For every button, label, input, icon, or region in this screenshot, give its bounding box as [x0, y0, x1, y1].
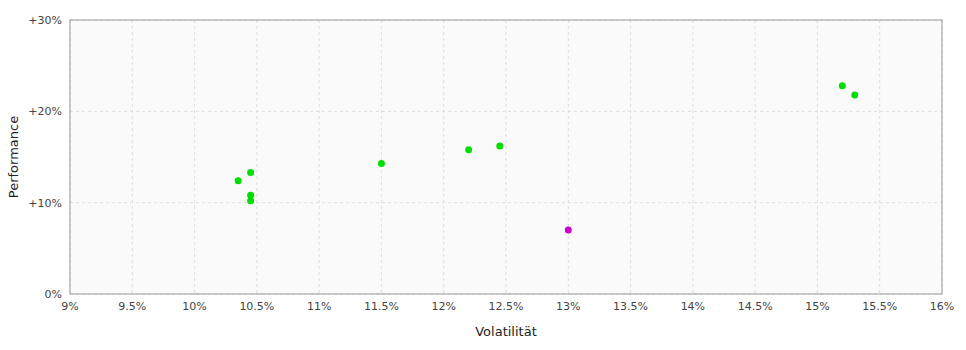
y-tick-label: +30% — [28, 14, 62, 27]
point — [465, 146, 472, 153]
x-axis-label: Volatilität — [475, 324, 537, 339]
x-grid-line — [319, 20, 320, 294]
x-grid-line — [755, 20, 756, 294]
data-marks — [235, 82, 859, 233]
y-tick-label: +20% — [28, 105, 62, 118]
point — [839, 82, 846, 89]
x-tick-label: 9.5% — [118, 300, 146, 313]
x-tick-label: 15% — [805, 300, 829, 313]
grid — [70, 20, 942, 294]
chart-svg: 9% 9.5% 10% 10.5% 11% 11.5% 12% 12.5% 13% 13.5% 14… — [0, 0, 966, 350]
y-axis-label: Performance — [6, 116, 21, 198]
y-grid-line — [70, 111, 942, 112]
series — [235, 82, 859, 204]
x-grid-line — [568, 20, 569, 294]
point — [247, 197, 254, 204]
chart-container: 9% 9.5% 10% 10.5% 11% 11.5% 12% 12.5% 13% 13.5% 14… — [0, 0, 966, 350]
y-grid-line — [70, 202, 942, 203]
point — [235, 177, 242, 184]
x-grid-line — [443, 20, 444, 294]
tick-labels: 9% 9.5% 10% 10.5% 11% 11.5% 12% 12.5% 13% 13.5% 14… — [28, 14, 954, 313]
plot-area — [70, 20, 942, 294]
x-grid-line — [381, 20, 382, 294]
x-tick-label: 15.5% — [862, 300, 897, 313]
x-tick-label: 14% — [681, 300, 705, 313]
series — [565, 227, 572, 234]
x-tick-label: 11.5% — [364, 300, 399, 313]
point — [378, 160, 385, 167]
x-tick-label: 12.5% — [489, 300, 524, 313]
point — [496, 143, 503, 150]
x-tick-label: 13% — [556, 300, 580, 313]
x-tick-label: 12% — [431, 300, 455, 313]
x-grid-line — [194, 20, 195, 294]
x-tick-label: 14.5% — [738, 300, 773, 313]
x-grid-line — [692, 20, 693, 294]
x-tick-label: 16% — [930, 300, 954, 313]
x-grid-line — [256, 20, 257, 294]
x-tick-label: 11% — [307, 300, 331, 313]
x-grid-line — [630, 20, 631, 294]
y-tick-label: 0% — [45, 288, 62, 301]
point — [247, 169, 254, 176]
x-grid-line — [506, 20, 507, 294]
x-tick-label: 10% — [182, 300, 206, 313]
x-tick-label: 9% — [61, 300, 78, 313]
point — [565, 227, 572, 234]
x-tick-label: 10.5% — [239, 300, 274, 313]
y-tick-label: +10% — [28, 197, 62, 210]
x-grid-line — [817, 20, 818, 294]
point — [851, 91, 858, 98]
x-grid-line — [132, 20, 133, 294]
x-tick-label: 13.5% — [613, 300, 648, 313]
plot-frame — [70, 20, 942, 294]
x-grid-line — [879, 20, 880, 294]
